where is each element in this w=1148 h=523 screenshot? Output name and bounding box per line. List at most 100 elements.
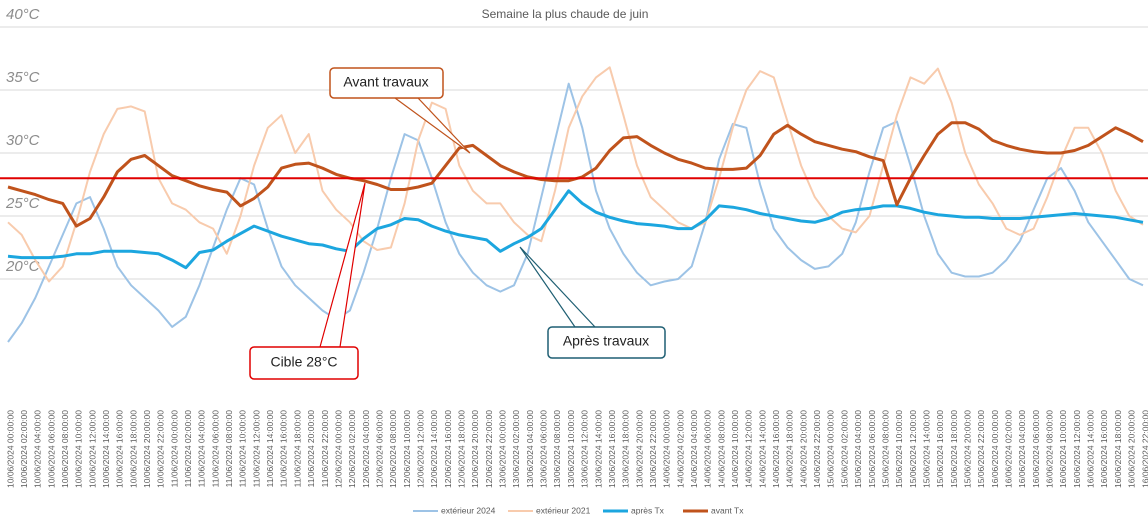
plot-area: 20°C 25°C 30°C 35°C 40°C 10/06/2024 00:00:00 1… [0,6,1148,488]
x-tick-label: 15/06/2024 10:00:00 [894,410,904,488]
x-tick-label: 15/06/2024 12:00:00 [908,410,918,488]
x-tick-label: 11/06/2024 20:00:00 [306,410,316,488]
x-tick-label: 11/06/2024 02:00:00 [183,410,193,488]
x-tick-label: 13/06/2024 00:00:00 [498,410,508,488]
callout-box [249,346,359,380]
x-tick-label: 16/06/2024 22:00:00 [1140,410,1148,488]
x-tick-label: 13/06/2024 12:00:00 [580,410,590,488]
x-tick-label: 12/06/2024 10:00:00 [402,410,412,488]
x-tick-label: 10/06/2024 22:00:00 [156,410,166,488]
x-tick-label: 15/06/2024 06:00:00 [867,410,877,488]
x-tick-label: 14/06/2024 22:00:00 [812,410,822,488]
x-tick-label: 14/06/2024 00:00:00 [662,410,672,488]
x-tick-label: 13/06/2024 18:00:00 [621,410,631,488]
x-tick-label: 12/06/2024 02:00:00 [347,410,357,488]
x-tick-label: 10/06/2024 10:00:00 [74,410,84,488]
x-tick-label: 13/06/2024 16:00:00 [607,410,617,488]
x-tick-label: 15/06/2024 14:00:00 [921,410,931,488]
x-tick-label: 13/06/2024 06:00:00 [539,410,549,488]
x-tick-label: 11/06/2024 12:00:00 [251,410,261,488]
callout-text: Avant travaux [343,74,428,90]
x-tick-label: 12/06/2024 00:00:00 [333,410,343,488]
x-tick-label: 14/06/2024 20:00:00 [798,410,808,488]
series-line [7,82,1144,343]
x-tick-label: 11/06/2024 00:00:00 [169,410,179,488]
x-tick-label: 13/06/2024 02:00:00 [511,410,521,488]
chart-title: Semaine la plus chaude de juin [482,7,649,21]
callout-pointer [393,97,471,154]
x-tick-label: 12/06/2024 06:00:00 [374,410,384,488]
callout-pointer [519,246,597,328]
x-tick-label: 14/06/2024 04:00:00 [689,410,699,488]
x-tick-label: 13/06/2024 20:00:00 [634,410,644,488]
x-tick-label: 15/06/2024 22:00:00 [976,410,986,488]
x-tick-label: 14/06/2024 08:00:00 [716,410,726,488]
callout-avant: Avant travaux [329,67,471,154]
callout-apres: Après travaux [519,246,666,359]
x-tick-label: 11/06/2024 22:00:00 [320,410,330,488]
x-tick-label: 12/06/2024 12:00:00 [415,410,425,488]
x-tick-label: 15/06/2024 16:00:00 [935,410,945,488]
x-tick-label: 11/06/2024 08:00:00 [224,410,234,488]
callout-box [547,326,666,359]
x-tick-label: 16/06/2024 04:00:00 [1017,410,1027,488]
x-tick-label: 16/06/2024 20:00:00 [1127,410,1137,488]
x-tick-label: 14/06/2024 16:00:00 [771,410,781,488]
x-tick-label: 10/06/2024 18:00:00 [128,410,138,488]
x-tick-label: 13/06/2024 10:00:00 [566,410,576,488]
x-tick-label: 10/06/2024 08:00:00 [60,410,70,488]
legend-label: extérieur 2021 [536,505,591,515]
x-tick-label: 14/06/2024 14:00:00 [757,410,767,488]
x-tick-label: 12/06/2024 20:00:00 [470,410,480,488]
legend-label: après Tx [631,505,665,515]
x-tick-label: 11/06/2024 10:00:00 [238,410,248,488]
x-tick-label: 12/06/2024 16:00:00 [443,410,453,488]
x-tick-label: 10/06/2024 16:00:00 [115,410,125,488]
x-tick-label: 13/06/2024 22:00:00 [648,410,658,488]
series-line [7,189,1144,270]
y-tick-label: 35°C [6,69,40,86]
x-tick-label: 14/06/2024 06:00:00 [703,410,713,488]
x-tick-label: 16/06/2024 00:00:00 [990,410,1000,488]
x-tick-label: 13/06/2024 04:00:00 [525,410,535,488]
x-tick-label: 16/06/2024 12:00:00 [1072,410,1082,488]
x-tick-label: 16/06/2024 06:00:00 [1031,410,1041,488]
x-tick-label: 14/06/2024 02:00:00 [675,410,685,488]
x-tick-label: 14/06/2024 10:00:00 [730,410,740,488]
x-tick-label: 11/06/2024 06:00:00 [210,410,220,488]
x-tick-label: 16/06/2024 14:00:00 [1086,410,1096,488]
x-tick-label: 10/06/2024 14:00:00 [101,410,111,488]
x-tick-label: 14/06/2024 12:00:00 [744,410,754,488]
legend-label: avant Tx [711,505,744,515]
x-tick-label: 14/06/2024 18:00:00 [785,410,795,488]
x-tick-label: 11/06/2024 04:00:00 [197,410,207,488]
x-tick-label: 13/06/2024 08:00:00 [552,410,562,488]
x-tick-label: 12/06/2024 14:00:00 [429,410,439,488]
callout-pointer [319,182,366,348]
x-tick-label: 12/06/2024 08:00:00 [388,410,398,488]
x-tick-label: 10/06/2024 04:00:00 [33,410,43,488]
y-tick-label: 30°C [6,132,40,149]
x-tick-label: 10/06/2024 12:00:00 [87,410,97,488]
x-tick-label: 13/06/2024 14:00:00 [593,410,603,488]
x-tick-label: 16/06/2024 10:00:00 [1058,410,1068,488]
x-tick-label: 12/06/2024 18:00:00 [457,410,467,488]
x-tick-label: 16/06/2024 08:00:00 [1045,410,1055,488]
x-tick-label: 11/06/2024 18:00:00 [292,410,302,488]
x-tick-label: 10/06/2024 02:00:00 [19,410,29,488]
callout-cible: Cible 28°C [249,182,366,380]
x-tick-label: 15/06/2024 18:00:00 [949,410,959,488]
x-tick-label: 12/06/2024 22:00:00 [484,410,494,488]
x-tick-label: 10/06/2024 20:00:00 [142,410,152,488]
callout-box [329,67,444,99]
y-tick-label: 25°C [5,195,40,212]
series-line [7,121,1144,228]
legend-label: extérieur 2024 [441,505,496,515]
x-tick-label: 16/06/2024 18:00:00 [1113,410,1123,488]
series-line [7,66,1144,283]
x-tick-label: 15/06/2024 00:00:00 [826,410,836,488]
x-tick-label: 15/06/2024 20:00:00 [962,410,972,488]
callout-text: Cible 28°C [270,354,337,370]
x-tick-label: 15/06/2024 08:00:00 [880,410,890,488]
